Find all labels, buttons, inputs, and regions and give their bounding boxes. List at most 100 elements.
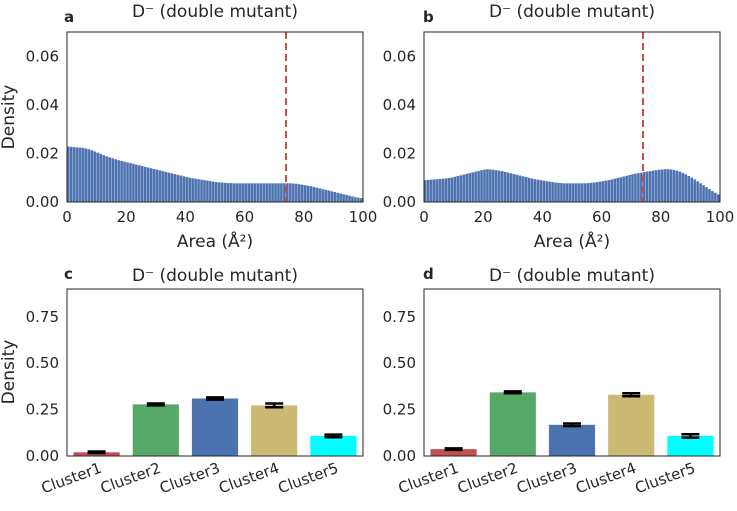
histogram-bar: [577, 183, 581, 202]
panel-d-title: D⁻ (double mutant): [489, 266, 655, 286]
histogram-bar: [456, 176, 460, 202]
histogram-bar: [551, 182, 554, 202]
histogram-bar: [223, 182, 227, 202]
histogram-bar: [123, 161, 126, 202]
panel-a-xlabel: Area (Å²): [177, 230, 253, 252]
panel-b-ytick-label: 0.06: [383, 47, 416, 65]
histogram-bar: [179, 175, 183, 202]
histogram-bar: [194, 178, 197, 202]
histogram-bar: [161, 171, 165, 202]
panel-c-ytick-label: 0.25: [26, 401, 59, 419]
histogram-bar: [259, 183, 263, 202]
histogram-bar: [447, 177, 451, 202]
histogram-bar: [512, 174, 516, 202]
panel-d-yticks: 0.00 0.25 0.50 0.75: [383, 308, 416, 465]
histogram-bar: [78, 147, 82, 202]
panel-b-xtick-label: 100: [706, 208, 735, 226]
panel-b-frame: [423, 31, 721, 203]
histogram-bar: [560, 183, 563, 202]
xtick-label-cluster4: Cluster4: [216, 459, 281, 497]
histogram-bar: [360, 198, 363, 202]
panel-b-yticks: 0.00 0.02 0.04 0.06: [383, 47, 416, 211]
histogram-bar: [583, 183, 587, 202]
histogram-bar: [286, 183, 289, 202]
histogram-bar: [126, 162, 129, 202]
panel-b-xtick-label: 0: [419, 208, 429, 226]
histogram-bar: [90, 150, 94, 202]
error-bar-cluster2: [503, 390, 522, 395]
panel-c-error-bars: [87, 396, 343, 455]
error-bar-cluster5: [681, 433, 700, 439]
panel-d-bars: [430, 392, 714, 456]
histogram-bar: [250, 183, 254, 202]
panel-a-ytick-label: 0.06: [26, 47, 59, 65]
histogram-bar: [105, 156, 109, 202]
histogram-bar: [681, 172, 685, 202]
histogram-bar: [357, 197, 360, 202]
bar-cluster5: [667, 435, 714, 456]
histogram-bar: [155, 169, 159, 202]
histogram-bar: [503, 171, 507, 202]
histogram-bar: [182, 176, 186, 202]
histogram-bar: [167, 172, 171, 202]
panel-b-ytick-label: 0.00: [383, 193, 416, 211]
panel-b-ytick-label: 0.02: [383, 144, 416, 162]
bar-cluster4: [608, 394, 655, 456]
histogram-bar: [262, 183, 265, 202]
panel-a-xtick-label: 0: [62, 208, 72, 226]
histogram-bar: [84, 148, 88, 202]
histogram-bar: [607, 180, 611, 202]
histogram-bar: [527, 177, 531, 202]
histogram-bar: [696, 181, 699, 202]
histogram-bar: [197, 179, 200, 202]
histogram-bar: [444, 178, 448, 202]
histogram-bar: [185, 176, 189, 202]
histogram-bar: [238, 183, 242, 202]
panel-a-ylabel: Density: [0, 85, 19, 150]
histogram-bar: [714, 192, 717, 202]
panel-d-ytick-label: 0.75: [383, 308, 416, 326]
panel-label-a: a: [64, 8, 74, 26]
histogram-bar: [693, 179, 696, 202]
bar-cluster3: [191, 398, 239, 456]
panel-b-xlabel: Area (Å²): [534, 230, 610, 252]
bar-cluster4: [251, 405, 298, 456]
histogram-bar: [616, 177, 620, 202]
panel-a-xtick-label: 20: [117, 208, 136, 226]
panel-c-title: D⁻ (double mutant): [132, 266, 298, 286]
histogram-bar: [176, 174, 180, 202]
histogram-bar: [453, 176, 457, 202]
histogram-bar: [569, 183, 572, 202]
histogram-bar: [206, 180, 209, 202]
histogram-bar: [229, 183, 233, 202]
panel-a-ytick-label: 0.00: [26, 193, 59, 211]
histogram-bar: [717, 194, 720, 202]
histogram-bar: [601, 181, 605, 202]
histogram-bar: [477, 170, 480, 202]
panel-label-d: d: [423, 265, 434, 283]
histogram-bar: [291, 183, 295, 202]
panel-c-ytick-label: 0.50: [26, 354, 59, 372]
xtick-label-cluster5: Cluster5: [276, 459, 341, 497]
panel-a-xtick-label: 100: [349, 208, 378, 226]
histogram-bar: [271, 183, 274, 202]
histogram-bar: [67, 146, 70, 202]
histogram-bar: [170, 173, 174, 202]
histogram-bar: [471, 172, 474, 202]
panel-label-c: c: [64, 265, 73, 283]
histogram-bar: [518, 175, 522, 202]
histogram-bar: [545, 181, 548, 202]
histogram-bar: [212, 181, 215, 202]
histogram-bar: [660, 169, 664, 202]
histogram-bar: [610, 179, 614, 202]
panel-b-ytick-label: 0.04: [383, 96, 416, 114]
panel-a-xtick-label: 40: [176, 208, 195, 226]
histogram-bar: [138, 165, 141, 202]
xtick-label-cluster4: Cluster4: [573, 459, 638, 497]
panel-b-xtick-label: 60: [592, 208, 611, 226]
histogram-bar: [533, 179, 537, 202]
histogram-bar: [640, 172, 643, 202]
histogram-bar: [426, 179, 430, 202]
panel-b-title: D⁻ (double mutant): [489, 2, 655, 22]
